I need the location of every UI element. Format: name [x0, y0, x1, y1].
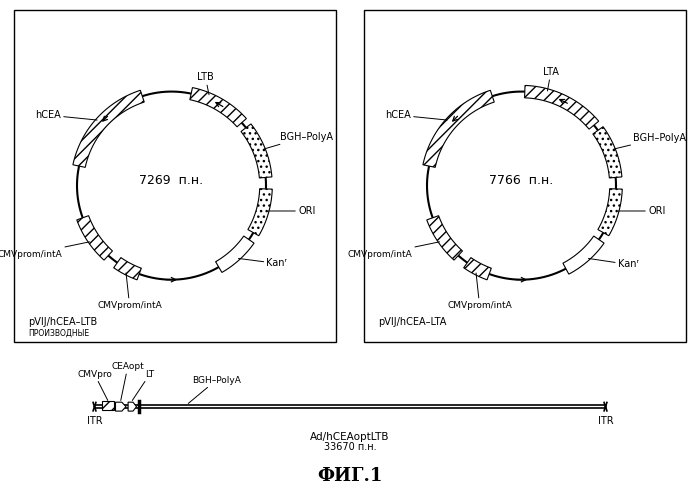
- Text: CMVprom/intA: CMVprom/intA: [0, 242, 90, 259]
- Polygon shape: [73, 90, 144, 167]
- Polygon shape: [77, 216, 113, 260]
- Text: 7269  п.н.: 7269 п.н.: [139, 174, 204, 187]
- Polygon shape: [113, 257, 141, 280]
- Text: 33670 п.н.: 33670 п.н.: [323, 442, 377, 452]
- Text: ФИГ.1: ФИГ.1: [317, 467, 383, 485]
- Text: ПРОИЗВОДНЫЕ: ПРОИЗВОДНЫЕ: [28, 328, 89, 337]
- Polygon shape: [598, 189, 622, 236]
- Text: pVIJ/hCEA–LTA: pVIJ/hCEA–LTA: [378, 317, 447, 327]
- Text: CMVprom/intA: CMVprom/intA: [348, 242, 440, 259]
- Text: LTA: LTA: [543, 67, 559, 91]
- Text: 7766  п.н.: 7766 п.н.: [489, 174, 554, 187]
- Bar: [102, 401, 114, 410]
- Text: BGH–PolyA: BGH–PolyA: [265, 132, 332, 149]
- Text: ORI: ORI: [618, 206, 666, 216]
- Text: BGH–PolyA: BGH–PolyA: [188, 376, 241, 403]
- Polygon shape: [248, 189, 272, 236]
- Text: CMVpro: CMVpro: [77, 370, 112, 400]
- Text: ORI: ORI: [268, 206, 316, 216]
- Text: ITR: ITR: [598, 416, 613, 426]
- Text: pVIJ/hCEA–LTB: pVIJ/hCEA–LTB: [28, 317, 97, 327]
- Polygon shape: [524, 86, 598, 129]
- FancyArrow shape: [128, 402, 136, 411]
- Polygon shape: [463, 257, 491, 280]
- Polygon shape: [216, 236, 254, 272]
- Text: Kanʳ: Kanʳ: [239, 258, 288, 268]
- Text: CEAopt: CEAopt: [111, 362, 144, 400]
- Text: CMVprom/intA: CMVprom/intA: [97, 273, 162, 310]
- Text: LTB: LTB: [197, 72, 214, 95]
- Text: hCEA: hCEA: [385, 110, 447, 120]
- Text: LT: LT: [132, 370, 155, 400]
- Text: ITR: ITR: [87, 416, 102, 426]
- Bar: [364, 10, 686, 342]
- Text: BGH–PolyA: BGH–PolyA: [615, 133, 686, 149]
- Text: CMVprom/intA: CMVprom/intA: [447, 273, 512, 310]
- Bar: [14, 10, 336, 342]
- Text: Ad/hCEAoptLTB: Ad/hCEAoptLTB: [310, 432, 390, 442]
- Polygon shape: [427, 216, 463, 260]
- Polygon shape: [593, 127, 622, 178]
- Polygon shape: [423, 90, 494, 167]
- Text: hCEA: hCEA: [35, 110, 97, 120]
- Text: Kanʳ: Kanʳ: [589, 258, 639, 269]
- Polygon shape: [241, 124, 272, 178]
- Polygon shape: [563, 236, 604, 274]
- FancyArrow shape: [116, 402, 126, 411]
- Polygon shape: [190, 88, 246, 127]
